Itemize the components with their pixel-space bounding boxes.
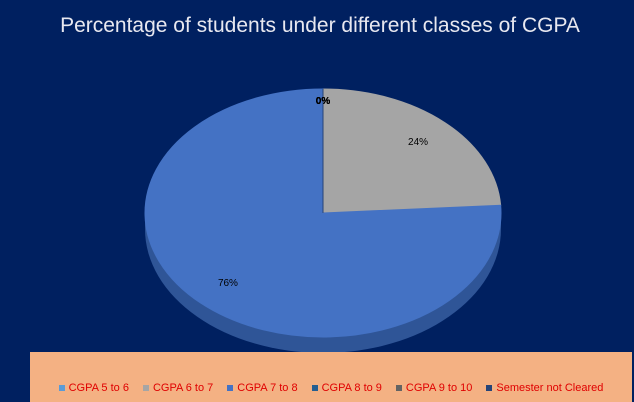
chart-title: Percentage of students under different c… <box>60 14 580 37</box>
legend-swatch <box>311 385 318 391</box>
legend-item: CGPA 6 to 7 <box>142 382 214 394</box>
data-label: 0% <box>316 96 331 107</box>
legend-item: Semester not Cleared <box>486 382 603 394</box>
pie-slice <box>322 88 502 214</box>
legend-item: CGPA 8 to 9 <box>311 382 382 394</box>
legend-swatch <box>227 385 234 391</box>
legend-item: CGPA 5 to 6 <box>58 382 129 394</box>
legend-item: CGPA 9 to 10 <box>395 382 473 394</box>
legend-label: Semester not Cleared <box>496 382 604 394</box>
data-label: 0% <box>316 96 331 107</box>
legend-label: CGPA 7 to 8 <box>237 382 298 394</box>
pie-slice <box>144 88 502 338</box>
data-label: 76% <box>218 278 238 289</box>
legend-item: CGPA 7 to 8 <box>227 382 298 394</box>
data-label: 0% <box>316 96 331 107</box>
legend-label: CGPA 5 to 6 <box>68 382 129 394</box>
legend-swatch <box>142 385 149 391</box>
legend-label: CGPA 6 to 7 <box>152 382 214 394</box>
legend-swatch <box>486 385 493 391</box>
data-label: 0% <box>316 96 331 107</box>
legend: CGPA 5 to 6 CGPA 6 to 7 CGPA 7 to 8 CGPA 8 … <box>30 352 632 402</box>
legend-swatch <box>395 385 402 391</box>
legend-label: CGPA 8 to 9 <box>321 382 382 394</box>
data-label: 24% <box>408 137 428 148</box>
legend-swatch <box>58 385 65 391</box>
legend-label: CGPA 9 to 10 <box>405 382 473 394</box>
